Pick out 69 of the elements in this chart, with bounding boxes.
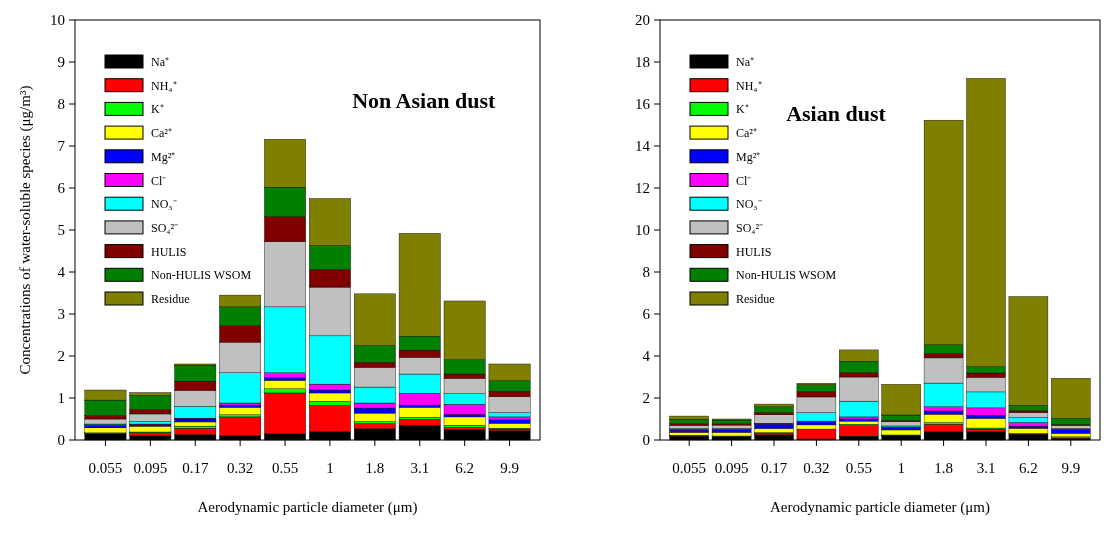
x-tick-label: 0.32 [227, 460, 254, 476]
y-axis-title: Concentrations of water-soluble species (μg/m³) [17, 85, 34, 375]
legend-label: HULIS [736, 244, 772, 259]
x-tick-label: 0.32 [803, 460, 830, 476]
x-tick-label: 1 [326, 460, 334, 476]
y-tick-label: 5 [57, 222, 65, 238]
legend-label: Non-HULIS WSOM [736, 268, 837, 283]
x-tick-label: 0.055 [88, 460, 123, 476]
y-tick-label: 14 [635, 138, 651, 154]
y-tick-label: 4 [642, 348, 651, 364]
x-tick-label: 0.095 [714, 460, 749, 476]
y-tick-label: 10 [635, 222, 650, 238]
y-tick-label: 1 [57, 390, 65, 406]
legend-label: Na⁺ [151, 55, 169, 69]
y-tick-label: 3 [57, 306, 65, 322]
legend-label: Mg²⁺ [151, 149, 176, 164]
legend-label: NO₃⁻ [736, 197, 762, 212]
y-tick-label: 9 [57, 54, 65, 70]
x-tick-label: 3.1 [976, 460, 996, 476]
x-tick-label: 0.55 [271, 460, 299, 476]
x-tick-label: 0.17 [182, 460, 209, 476]
legend-label: Residue [151, 292, 190, 306]
y-tick-label: 2 [642, 390, 650, 406]
legend-label: HULIS [151, 244, 187, 259]
y-tick-label: 20 [635, 12, 650, 28]
x-tick-label: 9.9 [500, 460, 519, 476]
legend-label: NH₄⁺ [736, 78, 762, 93]
legend-label: Cl⁻ [151, 173, 167, 188]
legend-label: Mg²⁺ [736, 149, 761, 164]
x-tick-label: 0.55 [845, 460, 872, 476]
y-tick-label: 6 [57, 180, 66, 196]
y-tick-label: 2 [57, 348, 65, 364]
legend-label: Ca²⁺ [736, 126, 757, 141]
y-tick-label: 7 [57, 138, 66, 154]
x-tick-label: 0.17 [760, 460, 788, 476]
legend-label: K⁺ [736, 102, 749, 117]
legend-label: SO₄²⁻ [151, 220, 179, 235]
x-tick-label: 6.2 [1019, 460, 1038, 476]
text: Non Asian dust [352, 88, 496, 114]
y-tick-label: 8 [57, 96, 65, 112]
legend-label: NH₄⁺ [151, 78, 177, 93]
y-tick-label: 8 [642, 264, 650, 280]
y-tick-label: 4 [57, 264, 66, 280]
legend-label: Na⁺ [736, 55, 754, 69]
x-tick-label: 1.8 [365, 460, 385, 476]
legend-label: Ca²⁺ [151, 126, 172, 141]
y-tick-label: 6 [642, 306, 651, 322]
y-tick-label: 0 [642, 432, 650, 448]
x-tick-label: 0.095 [133, 460, 168, 476]
legend-label: Cl⁻ [736, 173, 752, 188]
x-tick-label: 1.8 [934, 460, 953, 476]
legend-label: Residue [736, 292, 775, 306]
x-tick-label: 3.1 [410, 460, 430, 476]
x-tick-label: 0.055 [672, 460, 707, 476]
x-axis-title: Aerodynamic particle diameter (μm) [769, 499, 991, 516]
x-tick-label: 6.2 [455, 460, 475, 476]
y-tick-label: 16 [635, 96, 651, 112]
legend-label: Non-HULIS WSOM [151, 268, 252, 283]
x-tick-label: 1 [897, 460, 905, 476]
y-tick-label: 10 [50, 12, 65, 28]
text: Asian dust [786, 100, 887, 126]
y-tick-label: 12 [635, 180, 650, 196]
legend-label: K⁺ [151, 102, 164, 117]
x-axis-title: Aerodynamic particle diameter (μm) [197, 499, 418, 516]
legend-label: SO₄²⁻ [736, 220, 764, 235]
y-tick-label: 0 [57, 432, 65, 448]
y-tick-label: 18 [635, 54, 650, 70]
legend-label: NO₃⁻ [151, 197, 177, 212]
x-tick-label: 9.9 [1061, 460, 1081, 476]
